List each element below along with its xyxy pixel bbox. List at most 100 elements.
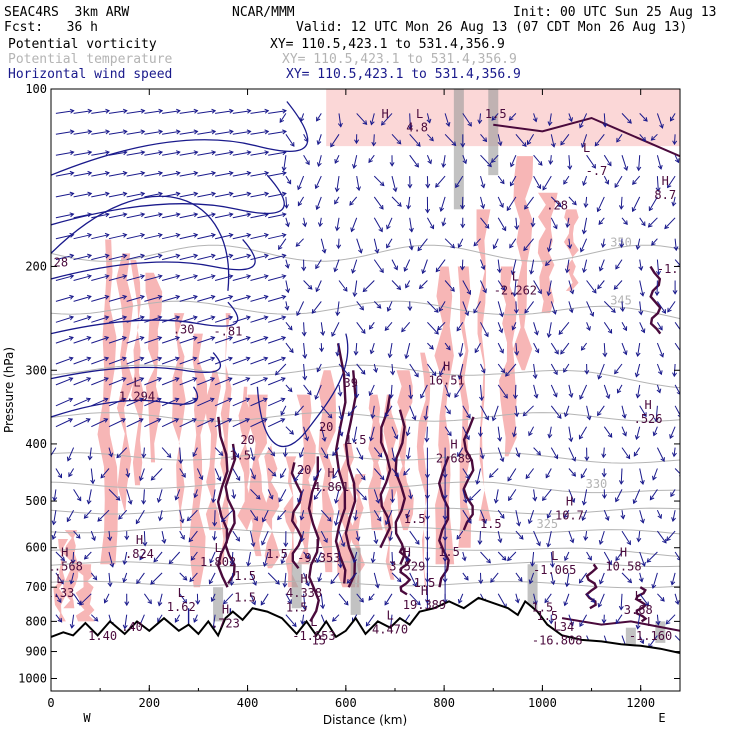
wind-vector-head xyxy=(297,497,302,503)
wind-vector xyxy=(381,113,393,126)
wind-vector xyxy=(197,213,216,219)
wind-vector-head xyxy=(388,394,394,399)
wind-vector-head xyxy=(541,496,547,502)
wind-vector xyxy=(621,530,631,545)
wind-vector xyxy=(548,426,552,438)
wind-vector xyxy=(621,426,627,436)
wind-vector xyxy=(213,531,216,540)
wind-vector xyxy=(161,336,180,344)
wind-vector-head xyxy=(604,516,610,522)
wind-vector xyxy=(108,213,127,219)
wind-vector xyxy=(349,196,358,206)
wind-vector xyxy=(356,238,362,253)
wind-vector-head xyxy=(601,472,607,478)
wind-vector-head xyxy=(584,370,590,375)
wind-vector xyxy=(566,217,570,228)
wind-vector xyxy=(250,468,256,479)
wind-vector xyxy=(260,593,269,606)
wind-vector-head xyxy=(118,514,123,520)
wind-vector xyxy=(108,192,127,198)
wind-vector-head xyxy=(122,624,128,630)
wind-vector xyxy=(497,217,507,231)
wind-vector-head xyxy=(157,356,163,362)
wind-vector-head xyxy=(653,417,659,423)
wind-vector-head xyxy=(389,560,395,566)
wind-vector xyxy=(320,238,326,253)
wind-vector xyxy=(368,154,375,163)
wind-vector xyxy=(299,447,305,458)
wind-vector-head xyxy=(467,518,472,524)
wind-vector-head xyxy=(408,394,414,400)
wind-vector xyxy=(387,301,393,312)
wind-vector-head xyxy=(157,232,163,238)
wind-vector-head xyxy=(211,191,217,197)
wind-vector xyxy=(250,110,269,114)
wind-vector xyxy=(515,530,524,540)
wind-vector-head xyxy=(116,453,122,459)
pv-extremum-symbol: L xyxy=(310,615,317,629)
wind-vector-head xyxy=(211,498,217,504)
wind-vector-head xyxy=(158,150,164,156)
wind-vector-head xyxy=(532,117,538,123)
wind-vector-head xyxy=(569,289,575,295)
wind-vector xyxy=(362,280,375,292)
wind-vector xyxy=(527,134,535,145)
wind-vector xyxy=(179,213,198,219)
wind-vector-head xyxy=(57,473,62,479)
wind-vector xyxy=(356,176,360,191)
wind-vector xyxy=(53,489,57,501)
wind-vector xyxy=(144,295,162,302)
wind-vector-head xyxy=(158,129,164,135)
wind-vector-head xyxy=(282,150,287,156)
wind-vector-head xyxy=(127,499,133,505)
wind-vector-head xyxy=(302,222,308,228)
wind-vector xyxy=(469,489,481,501)
wind-vector xyxy=(144,377,162,386)
wind-vector xyxy=(334,154,340,164)
wind-vector-head xyxy=(368,391,374,397)
legend-wind-xy: XY= 110.5,423.1 to 531.4,356.9 xyxy=(286,67,521,82)
wind-vector xyxy=(639,572,643,582)
wind-vector-head xyxy=(548,619,554,625)
wind-vector xyxy=(316,113,322,122)
wind-vector xyxy=(652,572,658,589)
wind-vector xyxy=(232,377,250,386)
wind-vector-head xyxy=(83,554,89,560)
wind-vector xyxy=(280,468,287,478)
wind-vector xyxy=(426,155,432,164)
wind-vector-head xyxy=(321,248,327,254)
wind-vector xyxy=(515,405,518,417)
wind-vector-head xyxy=(508,116,514,121)
wind-vector-head xyxy=(166,453,172,459)
wind-vector-head xyxy=(278,497,283,503)
wind-vector-head xyxy=(227,377,233,382)
wind-vector xyxy=(633,489,641,504)
wind-vector-head xyxy=(231,494,237,500)
wind-speed-contour xyxy=(51,352,222,380)
wind-vector xyxy=(108,275,127,281)
wind-vector xyxy=(268,295,286,302)
wind-vector xyxy=(356,468,366,480)
wind-vector xyxy=(497,342,504,354)
wind-vector xyxy=(480,154,492,167)
wind-vector-head xyxy=(464,311,470,317)
wind-vector-head xyxy=(607,560,612,566)
pv-extremum-value: 10.58 xyxy=(605,559,641,573)
wind-vector xyxy=(209,572,216,584)
wind-vector-head xyxy=(158,108,164,114)
wind-vector-head xyxy=(68,356,74,362)
wind-vector-head xyxy=(659,123,664,129)
wind-vector xyxy=(84,551,92,560)
wind-vector xyxy=(214,468,221,481)
wind-vector xyxy=(407,447,411,459)
wind-vector-head xyxy=(546,513,552,519)
wind-speed-contour xyxy=(51,239,256,280)
pv-extremum-symbol: L xyxy=(583,141,590,155)
wind-vector-head xyxy=(468,496,474,502)
wind-vector-head xyxy=(481,368,486,374)
wind-vector xyxy=(674,635,680,642)
wind-vector-head xyxy=(505,372,510,377)
wind-vector xyxy=(667,175,676,188)
wind-vector xyxy=(126,336,144,344)
wind-vector xyxy=(639,280,644,296)
